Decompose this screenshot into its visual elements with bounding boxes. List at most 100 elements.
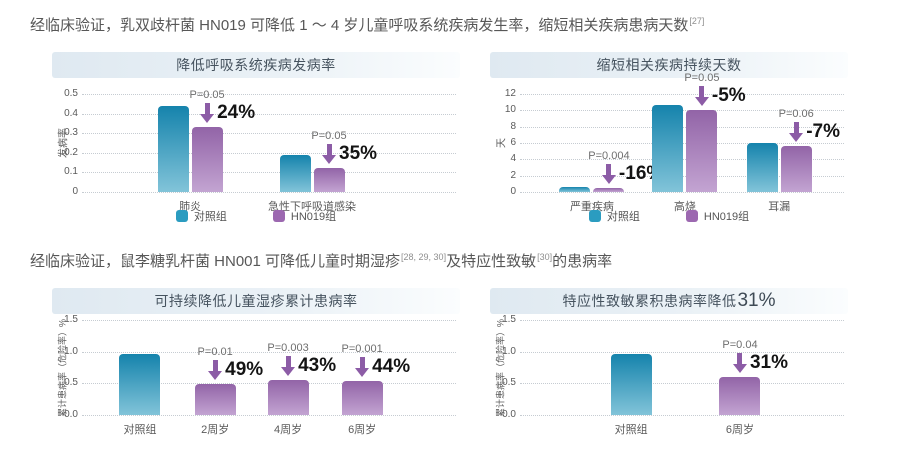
- y-tick-label: 8: [510, 120, 516, 132]
- y-tick-label: 2: [510, 169, 516, 181]
- control-swatch-icon: [588, 210, 601, 222]
- plot-area: 0 0.1 0.2 0.3 0.4 0.5 肺炎 P=0.05 24% 急性下呼吸道感染 P=0.0…: [64, 88, 456, 213]
- gridline: [82, 172, 456, 174]
- down-arrow-head: [601, 175, 616, 185]
- down-arrow-icon: [732, 353, 747, 373]
- plot-area: 0 2 4 6 8 10 12 严重疾病 P=0.004 -16% 高烧 P=0.05 -5% 耳漏 P=0…: [505, 72, 844, 213]
- bar-control: [279, 154, 311, 192]
- gridline: [520, 351, 844, 353]
- p-value-label: P=0.04: [722, 339, 758, 351]
- down-arrow-stem: [606, 164, 612, 176]
- control-swatch-icon: [175, 210, 188, 222]
- category-label: 6周岁: [348, 424, 377, 436]
- legend-label-control: 对照组: [606, 211, 640, 223]
- y-tick-label: 1.5: [64, 314, 78, 325]
- y-tick-label: 12: [504, 88, 516, 99]
- down-arrow-stem: [285, 356, 291, 368]
- header-hn001-text-3: 的患病率: [552, 253, 613, 270]
- legend-item-hn019: HN019组: [272, 208, 337, 224]
- y-tick-label: 10: [504, 104, 516, 116]
- legend-label-hn019: HN019组: [703, 211, 750, 223]
- y-axis-label: 累计患病率（危险率）%: [495, 318, 506, 417]
- gridline: [82, 320, 456, 321]
- down-arrow-icon: [694, 85, 709, 106]
- category-label: 急性下呼吸道感染: [268, 201, 356, 213]
- y-tick-label: 0.3: [64, 127, 78, 139]
- header-hn001-text-2: 及特应性致敏: [446, 253, 537, 270]
- bar-control: [610, 353, 652, 415]
- bar-hn001-hn019: [719, 377, 761, 415]
- chart-panel-duration-days: 缩短相关疾病持续天数 0 2 4 6 8 10 12 严重疾病 P=0.004 -16% 高烧 P=0…: [490, 52, 848, 226]
- y-axis-label: 发病率: [58, 128, 70, 158]
- y-tick-label: 0.5: [502, 377, 516, 389]
- down-arrow-head: [789, 133, 804, 143]
- legend-item-control: 对照组: [175, 208, 227, 224]
- chart-title: 降低呼吸系统疾病发病率: [176, 57, 336, 73]
- category-label: 严重疾病: [569, 201, 614, 213]
- percent-reduction-label: -7%: [806, 121, 840, 143]
- percent-reduction-label: 49%: [225, 358, 264, 380]
- y-tick-label: 0.0: [64, 409, 78, 420]
- percent-reduction-label: -5%: [711, 84, 746, 106]
- chart-panel-respiratory-incidence: 降低呼吸系统疾病发病率 0 0.1 0.2 0.3 0.4 0.5 肺炎 P=0.05 24% 急…: [52, 52, 460, 226]
- gridline: [520, 192, 844, 193]
- percent-reduction-label: 35%: [339, 143, 378, 165]
- percent-reduction-label: 31%: [749, 352, 789, 373]
- header-hn001: 经临床验证，鼠李糖乳杆菌 HN001 可降低儿童时期湿疹[28, 29, 30]…: [30, 250, 612, 271]
- chart-area: 0.0 0.5 1.0 1.5 对照组 6周岁 P=0.04 31% 累计患病率（危险率）%: [490, 314, 848, 439]
- gridline: [82, 133, 456, 135]
- down-arrow-stem: [793, 122, 799, 134]
- bar-hn001-hn019: [341, 380, 383, 415]
- y-tick-label: 0: [510, 186, 516, 197]
- category-label: 4周岁: [274, 424, 303, 436]
- chart-title-highlight: 31%: [737, 290, 776, 311]
- down-arrow-icon: [281, 356, 296, 377]
- down-arrow-icon: [208, 359, 223, 380]
- chart-title-band: 降低呼吸系统疾病发病率: [52, 52, 460, 78]
- decrease-annotation: -7%: [789, 121, 840, 143]
- chart-panel-atopy: 特应性致敏累积患病率降低 31% 0.0 0.5 1.0 1.5 对照组 6周岁 P=0.0…: [490, 288, 848, 439]
- decrease-annotation: 43%: [281, 355, 337, 377]
- percent-reduction-label: -16%: [618, 163, 664, 185]
- category-label: 2周岁: [201, 424, 230, 436]
- p-value-label: P=0.05: [311, 130, 347, 143]
- chart-panel-eczema: 可持续降低儿童湿疹累计患病率 0.0 0.5 1.0 1.5 对照组 2周岁 P=0.01 4…: [52, 288, 460, 439]
- header-hn019: 经临床验证，乳双歧杆菌 HN019 可降低 1 ～ 4 岁儿童呼吸系统疾病发生率…: [30, 14, 704, 35]
- gridline: [82, 415, 456, 416]
- bar-control: [652, 105, 684, 192]
- down-arrow-head: [732, 364, 747, 373]
- down-arrow-head: [200, 114, 215, 124]
- category-label: 对照组: [614, 424, 648, 436]
- p-value-label: P=0.05: [189, 89, 225, 102]
- legend-label-control: 对照组: [193, 211, 227, 223]
- gridline: [82, 192, 456, 193]
- p-value-label: P=0.004: [588, 150, 630, 163]
- percent-reduction-label: 44%: [372, 355, 411, 377]
- decrease-annotation: 24%: [200, 103, 255, 124]
- y-tick-label: 4: [510, 153, 516, 165]
- decrease-annotation: -5%: [694, 84, 746, 106]
- y-axis-label: 累计患病率（危险率）%: [57, 318, 68, 417]
- p-value-label: P=0.001: [341, 342, 383, 355]
- legend-item-control: 对照组: [588, 208, 640, 224]
- chart-area: 0.0 0.5 1.0 1.5 对照组 2周岁 P=0.01 49% 4周岁 P=0.003 43%…: [52, 314, 460, 439]
- y-tick-label: 0.5: [64, 88, 78, 99]
- p-value-label: P=0.003: [267, 342, 309, 355]
- down-arrow-head: [322, 155, 336, 165]
- gridline: [82, 94, 456, 95]
- header-hn019-text: 经临床验证，乳双歧杆菌 HN019 可降低 1 ～ 4 岁儿童呼吸系统疾病发生率…: [30, 17, 689, 34]
- down-arrow-icon: [200, 103, 215, 124]
- legend-label-hn019: HN019组: [290, 211, 337, 223]
- down-arrow-head: [355, 367, 370, 377]
- bar-hn001-hn019: [313, 168, 345, 192]
- percent-reduction-label: 43%: [298, 355, 337, 377]
- p-value-label: P=0.05: [684, 71, 720, 84]
- down-arrow-icon: [355, 356, 370, 377]
- y-tick-label: 0.5: [64, 377, 78, 389]
- hn019-swatch-icon: [272, 210, 285, 222]
- chart-title: 可持续降低儿童湿疹累计患病率: [154, 293, 358, 309]
- y-tick-label: 6: [510, 137, 516, 148]
- chart-area: 0 0.1 0.2 0.3 0.4 0.5 肺炎 P=0.05 24% 急性下呼吸道感染 P=0.0…: [52, 78, 460, 226]
- down-arrow-stem: [699, 85, 705, 97]
- plot-area: 0.0 0.5 1.0 1.5 对照组 2周岁 P=0.01 49% 4周岁 P=0.003 43%…: [64, 314, 456, 436]
